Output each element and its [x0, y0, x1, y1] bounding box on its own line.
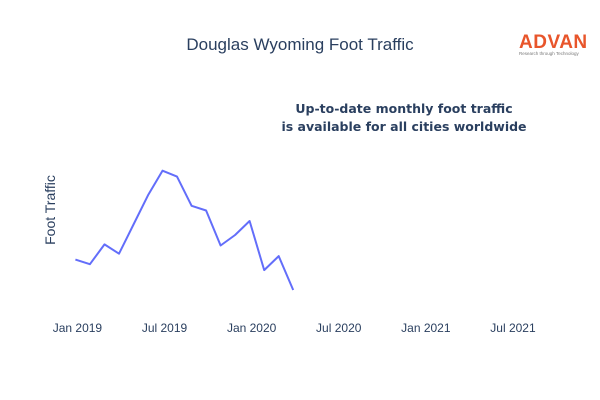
chart-title: Douglas Wyoming Foot Traffic — [186, 35, 414, 54]
x-axis-ticks: Jan 2019 Jul 2019 Jan 2020 Jul 2020 Jan 2021… — [53, 321, 536, 335]
y-axis-label: Foot Traffic — [42, 175, 58, 245]
series-group — [75, 169, 295, 291]
logo-wordmark: ADVAN — [519, 32, 588, 53]
x-tick-label: Jul 2020 — [316, 321, 362, 335]
x-tick-label: Jan 2019 — [53, 321, 103, 335]
annotation-box: Up-to-date monthly foot traffic is avail… — [281, 101, 526, 134]
x-tick-label: Jul 2019 — [142, 321, 188, 335]
x-tick-label: Jul 2021 — [490, 321, 536, 335]
logo-tagline: Research through Technology — [519, 51, 579, 56]
foot-traffic-line — [75, 169, 295, 291]
annotation-line-2: is available for all cities worldwide — [281, 119, 526, 134]
x-tick-label: Jan 2020 — [227, 321, 277, 335]
x-tick-label: Jan 2021 — [401, 321, 451, 335]
annotation-line-1: Up-to-date monthly foot traffic — [295, 101, 512, 116]
advan-logo: ADVAN Research through Technology — [519, 32, 588, 56]
